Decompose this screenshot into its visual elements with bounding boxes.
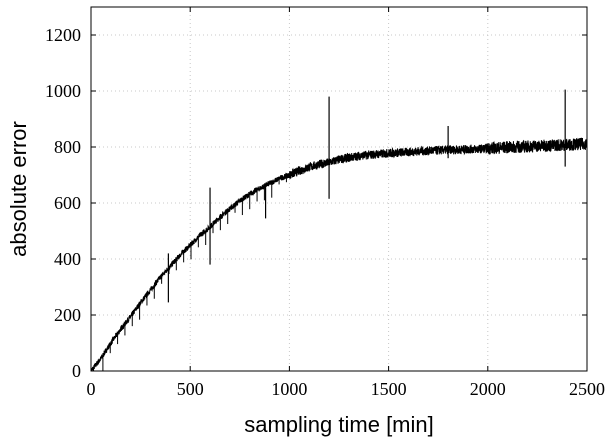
y-tick-label: 1200 — [45, 25, 81, 45]
x-tick-label: 500 — [177, 379, 204, 399]
y-tick-label: 200 — [54, 305, 81, 325]
y-axis-label: absolute error — [6, 121, 31, 257]
y-tick-label: 800 — [54, 137, 81, 157]
y-tick-label: 600 — [54, 193, 81, 213]
x-tick-label: 2500 — [569, 379, 605, 399]
ticks: 0 500 1000 1500 2000 2500 0 200 400 600 800 1000 120… — [45, 7, 605, 399]
grid — [91, 7, 587, 371]
x-tick-label: 1500 — [371, 379, 407, 399]
y-tick-label: 0 — [72, 361, 81, 381]
plot-frame — [90, 6, 588, 372]
x-axis-label: sampling time [min] — [244, 412, 434, 437]
x-tick-label: 1000 — [271, 379, 307, 399]
x-tick-label: 2000 — [470, 379, 506, 399]
series-layer — [90, 89, 588, 372]
y-tick-label: 1000 — [45, 81, 81, 101]
y-tick-label: 400 — [54, 249, 81, 269]
x-tick-label: 0 — [87, 379, 96, 399]
series-line — [90, 137, 588, 372]
